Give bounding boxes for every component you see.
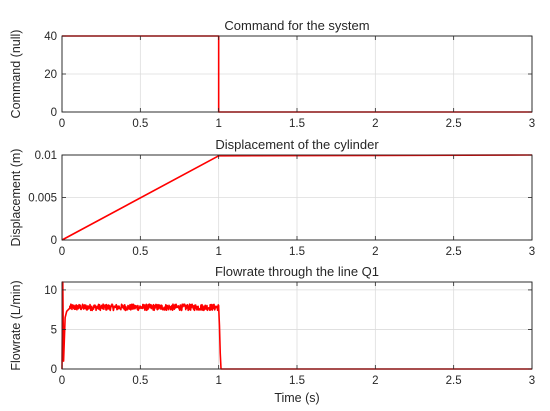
y-tick-label: 0.01 [35, 150, 57, 162]
x-tick-label: 0 [59, 118, 65, 130]
x-tick-label: 0 [59, 375, 65, 387]
x-tick-label: 1.5 [289, 375, 305, 387]
y-axis-label: Command (null) [9, 30, 23, 119]
y-tick-label: 0 [51, 364, 57, 376]
x-tick-label: 2.5 [446, 375, 462, 387]
y-tick-label: 0 [51, 235, 57, 247]
y-tick-label: 10 [44, 285, 57, 297]
x-axis-label: Time (s) [274, 391, 319, 405]
x-tick-label: 0.5 [132, 118, 148, 130]
x-tick-label: 1 [215, 246, 221, 258]
subplot-flowrate: 0 0.5 1 1.5 2 2.5 3 0 5 10 Flowrate through the li… [9, 264, 535, 387]
x-tick-label: 2.5 [446, 246, 462, 258]
x-tick-label: 1 [215, 375, 221, 387]
y-axis-label: Displacement (m) [9, 149, 23, 247]
x-tick-label: 0 [59, 246, 65, 258]
x-tick-label: 2 [372, 118, 378, 130]
x-tick-label: 0.5 [132, 246, 148, 258]
x-tick-label: 2.5 [446, 118, 462, 130]
x-tick-label: 2 [372, 375, 378, 387]
chart-title: Flowrate through the line Q1 [215, 264, 379, 279]
chart-title: Displacement of the cylinder [215, 137, 379, 152]
y-tick-label: 20 [44, 69, 57, 81]
subplot-displacement: 0 0.5 1 1.5 2 2.5 3 0 0.005 0.01 Displacement of t… [9, 137, 535, 258]
y-axis-label: Flowrate (L/min) [9, 280, 23, 370]
x-tick-label: 1.5 [289, 118, 305, 130]
chart-title: Command for the system [224, 18, 369, 33]
subplot-command: 0 0.5 1 1.5 2 2.5 3 0 20 40 Command for the system… [9, 18, 535, 130]
y-tick-label: 0.005 [28, 193, 57, 205]
y-tick-label: 40 [44, 31, 57, 43]
x-tick-label: 3 [529, 375, 535, 387]
y-tick-label: 0 [51, 107, 57, 119]
x-tick-label: 1.5 [289, 246, 305, 258]
y-tick-label: 5 [51, 324, 57, 336]
x-tick-label: 3 [529, 246, 535, 258]
series-line-flowrate [61, 281, 532, 370]
x-tick-label: 2 [372, 246, 378, 258]
x-tick-label: 1 [215, 118, 221, 130]
x-tick-label: 3 [529, 118, 535, 130]
x-tick-label: 0.5 [132, 375, 148, 387]
